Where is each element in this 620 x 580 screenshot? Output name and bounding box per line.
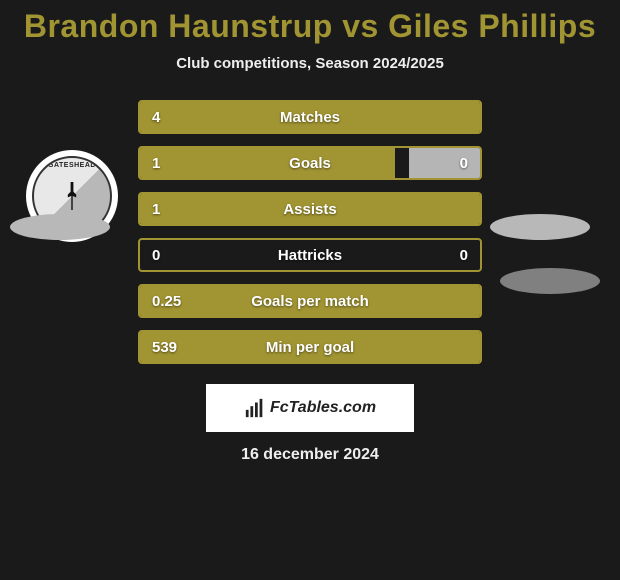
stat-value-player1: 539	[152, 339, 177, 356]
bar-player1	[140, 148, 395, 178]
stat-label: Min per goal	[266, 339, 354, 356]
comparison-chart: GATESHEAD FOOTBALL CLUB 4Matches1Goals01…	[0, 92, 620, 372]
stat-value-player1: 0.25	[152, 293, 181, 310]
date: 16 december 2024	[0, 446, 620, 464]
stat-label: Hattricks	[278, 247, 342, 264]
stat-label: Matches	[280, 109, 340, 126]
stat-label: Goals	[289, 155, 331, 172]
stat-row: 0.25 Goals per match	[138, 284, 482, 318]
decorative-oval	[10, 214, 110, 240]
stat-value-player1: 1	[152, 155, 160, 172]
decorative-oval	[500, 268, 600, 294]
subtitle: Club competitions, Season 2024/2025	[0, 55, 620, 72]
watermark: FcTables.com	[206, 384, 414, 432]
stat-row: 1 Assists	[138, 192, 482, 226]
chart-icon	[244, 397, 266, 419]
stat-row: 1 Goals 0	[138, 146, 482, 180]
bar-player2	[409, 148, 480, 178]
stat-label: Assists	[283, 201, 336, 218]
watermark-text: FcTables.com	[270, 399, 376, 417]
stat-rows: 4 Matches 1 Goals 0 1 Assists 0 Hattricks 0 0.25 Go…	[138, 100, 482, 376]
badge-figure-icon	[65, 182, 79, 210]
stat-row: 0 Hattricks 0	[138, 238, 482, 272]
stat-value-player1: 0	[152, 247, 160, 264]
stat-value-player2: 0	[460, 155, 468, 172]
decorative-oval	[490, 214, 590, 240]
stat-value-player1: 1	[152, 201, 160, 218]
stat-value-player1: 4	[152, 109, 160, 126]
stat-row: 4 Matches	[138, 100, 482, 134]
stat-label: Goals per match	[251, 293, 369, 310]
stat-row: 539 Min per goal	[138, 330, 482, 364]
stat-value-player2: 0	[460, 247, 468, 264]
comparison-title: Brandon Haunstrup vs Giles Phillips	[0, 0, 620, 45]
badge-text-top: GATESHEAD	[48, 162, 96, 169]
